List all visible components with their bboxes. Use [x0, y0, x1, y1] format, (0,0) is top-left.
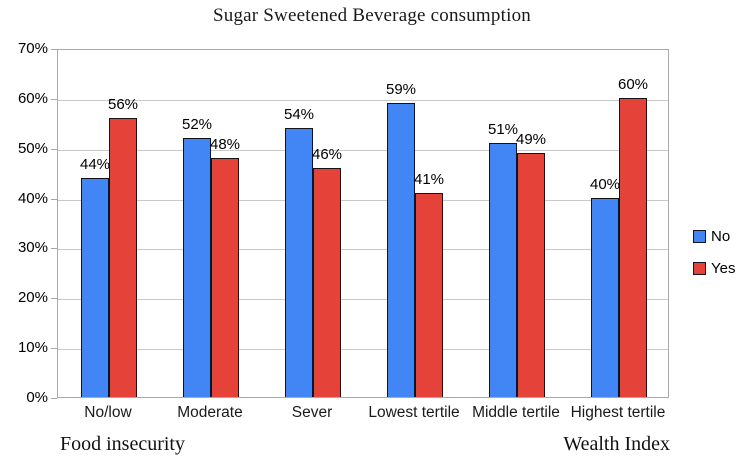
gridline: [58, 349, 668, 351]
y-axis-tick-label: 20%: [17, 289, 48, 307]
bar-value-label: 60%: [617, 76, 649, 93]
y-axis-tick-label: 60%: [17, 89, 48, 107]
bar-no-0: [81, 178, 109, 397]
bar-no-5: [591, 198, 619, 397]
y-axis-tick-label: 30%: [17, 239, 48, 257]
x-axis-category-label: Lowest tertile: [368, 404, 460, 421]
x-axis-category-label: Sever: [291, 404, 333, 421]
bar-value-label: 59%: [385, 81, 417, 98]
bar-value-label: 41%: [413, 171, 445, 188]
bar-yes-1: [211, 158, 239, 397]
y-axis-tick-mark: [51, 98, 57, 100]
bar-value-label: 46%: [311, 146, 343, 163]
legend-label-yes: Yes: [711, 260, 736, 277]
y-axis-tick-label: 10%: [17, 339, 48, 357]
x-axis-category-label: Middle tertile: [472, 404, 560, 421]
bar-value-label: 48%: [209, 136, 241, 153]
y-axis-tick-label: 40%: [17, 189, 48, 207]
y-axis-tick-mark: [51, 298, 57, 300]
bar-yes-2: [313, 168, 341, 397]
y-axis-tick-mark: [51, 248, 57, 250]
chart-title: Sugar Sweetened Beverage consumption: [213, 5, 531, 26]
bar-value-label: 56%: [107, 96, 139, 113]
y-axis-tick-label: 0%: [26, 389, 48, 406]
y-axis-tick-mark: [51, 49, 57, 50]
bar-value-label: 40%: [589, 176, 621, 193]
bar-value-label: 49%: [515, 131, 547, 148]
legend-item-yes: Yes: [693, 261, 735, 276]
y-axis-tick-label: 50%: [17, 139, 48, 157]
plot-area: 44% 56% 52% 48% 54% 46% 59% 41% 51% 49% 40% 60%: [57, 49, 669, 398]
x-axis-category-label: No/low: [84, 404, 132, 421]
y-axis-tick-mark: [51, 148, 57, 150]
legend: No Yes: [693, 229, 735, 276]
bar-no-3: [387, 103, 415, 397]
gridline: [58, 199, 668, 201]
legend-swatch-yes: [693, 262, 706, 275]
legend-label-no: No: [711, 228, 731, 245]
bar-no-2: [285, 128, 313, 397]
bar-yes-3: [415, 193, 443, 397]
bar-value-label: 51%: [487, 121, 519, 138]
bar-value-label: 54%: [283, 106, 315, 123]
y-axis-tick-mark: [51, 398, 57, 399]
x-axis-category-label: Moderate: [177, 404, 243, 421]
x-axis-group-label-wealth-index: Wealth Index: [563, 433, 670, 455]
bar-yes-0: [109, 118, 137, 397]
y-axis-tick-label: 70%: [17, 40, 48, 57]
y-axis-tick-mark: [51, 348, 57, 350]
gridline: [58, 249, 668, 251]
gridline: [58, 149, 668, 151]
x-axis-group-label-food-insecurity: Food insecurity: [60, 433, 185, 455]
legend-item-no: No: [693, 229, 735, 244]
bar-no-4: [489, 143, 517, 397]
y-axis-tick-mark: [51, 198, 57, 200]
bar-value-label: 44%: [79, 156, 111, 173]
gridline: [58, 99, 668, 101]
x-axis-category-label: Highest tertile: [570, 404, 666, 421]
gridline: [58, 299, 668, 301]
legend-swatch-no: [693, 230, 706, 243]
bar-yes-4: [517, 153, 545, 397]
bar-value-label: 52%: [181, 116, 213, 133]
bar-yes-5: [619, 98, 647, 397]
bar-no-1: [183, 138, 211, 397]
